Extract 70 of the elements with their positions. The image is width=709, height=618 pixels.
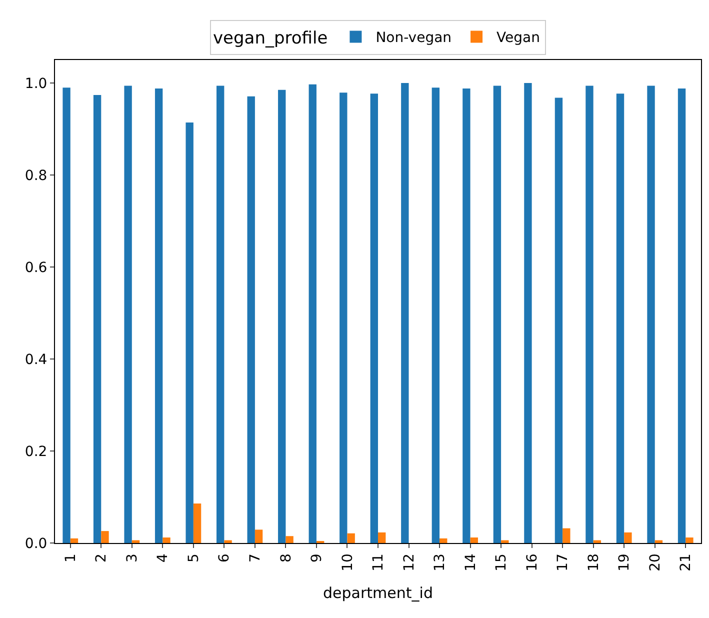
x-tick-label: 12: [401, 554, 418, 572]
bar: [586, 86, 594, 543]
bar: [654, 540, 663, 543]
bar: [162, 537, 170, 543]
x-tick-label: 2: [94, 554, 110, 563]
x-tick-label: 13: [432, 554, 448, 572]
x-tick-label: 19: [616, 554, 633, 572]
bar: [462, 88, 470, 543]
bar: [524, 83, 532, 543]
y-tick-label: 0.4: [24, 352, 48, 368]
bar: [70, 538, 78, 543]
y-tick-label: 0.2: [24, 444, 48, 460]
bar: [493, 86, 502, 543]
x-tick-label: 16: [524, 554, 540, 572]
bar: [132, 540, 140, 543]
x-tick-label: 15: [494, 554, 510, 572]
bar: [554, 98, 563, 543]
x-tick-label: 8: [278, 554, 294, 563]
bar: [501, 540, 509, 543]
y-tick-label: 1.0: [24, 76, 48, 92]
bar: [593, 540, 602, 543]
x-tick-label: 21: [678, 554, 694, 572]
legend-label: Vegan: [496, 30, 540, 46]
bar: [370, 94, 378, 543]
bar: [401, 83, 409, 543]
y-tick-label: 0.0: [24, 536, 48, 552]
x-tick-label: 20: [647, 554, 664, 572]
bar: [624, 532, 632, 543]
bar: [347, 533, 355, 543]
bar: [93, 94, 102, 543]
bar: [224, 540, 232, 543]
bar: [308, 84, 316, 543]
bar: [247, 96, 255, 543]
bar: [286, 536, 294, 543]
bar: [216, 86, 224, 543]
bar: [432, 88, 440, 543]
bar: [186, 122, 194, 543]
x-tick-label: 14: [462, 554, 479, 572]
x-tick-label: 6: [216, 554, 233, 563]
bar: [62, 88, 70, 543]
bar: [193, 503, 202, 543]
y-tick-label: 0.6: [24, 260, 48, 276]
bar: [101, 531, 109, 543]
x-tick-label: 1: [62, 554, 79, 563]
bar: [470, 537, 478, 543]
x-tick-label: 9: [309, 554, 326, 563]
y-tick-label: 0.8: [24, 168, 48, 184]
bar: [686, 537, 694, 543]
bar: [378, 532, 386, 543]
bar: [154, 88, 163, 543]
legend-title: vegan_profile: [213, 28, 328, 48]
x-tick-label: 7: [248, 554, 264, 563]
x-tick-label: 18: [586, 554, 602, 572]
bar: [278, 90, 286, 543]
x-axis-title: department_id: [323, 584, 433, 602]
x-tick-label: 11: [370, 554, 387, 572]
x-tick-label: 4: [155, 554, 172, 563]
bar: [616, 94, 624, 543]
bar: [562, 528, 570, 543]
bar: [678, 88, 686, 543]
x-tick-label: 5: [186, 554, 202, 563]
x-tick-label: 17: [555, 554, 572, 572]
bar: [647, 86, 655, 543]
x-tick-label: 3: [124, 554, 140, 563]
bar: [340, 92, 348, 543]
x-tick-label: 10: [340, 554, 356, 572]
bar: [440, 538, 448, 543]
bar: [124, 86, 132, 543]
legend-label: Non-vegan: [376, 30, 452, 46]
bar: [254, 530, 263, 543]
